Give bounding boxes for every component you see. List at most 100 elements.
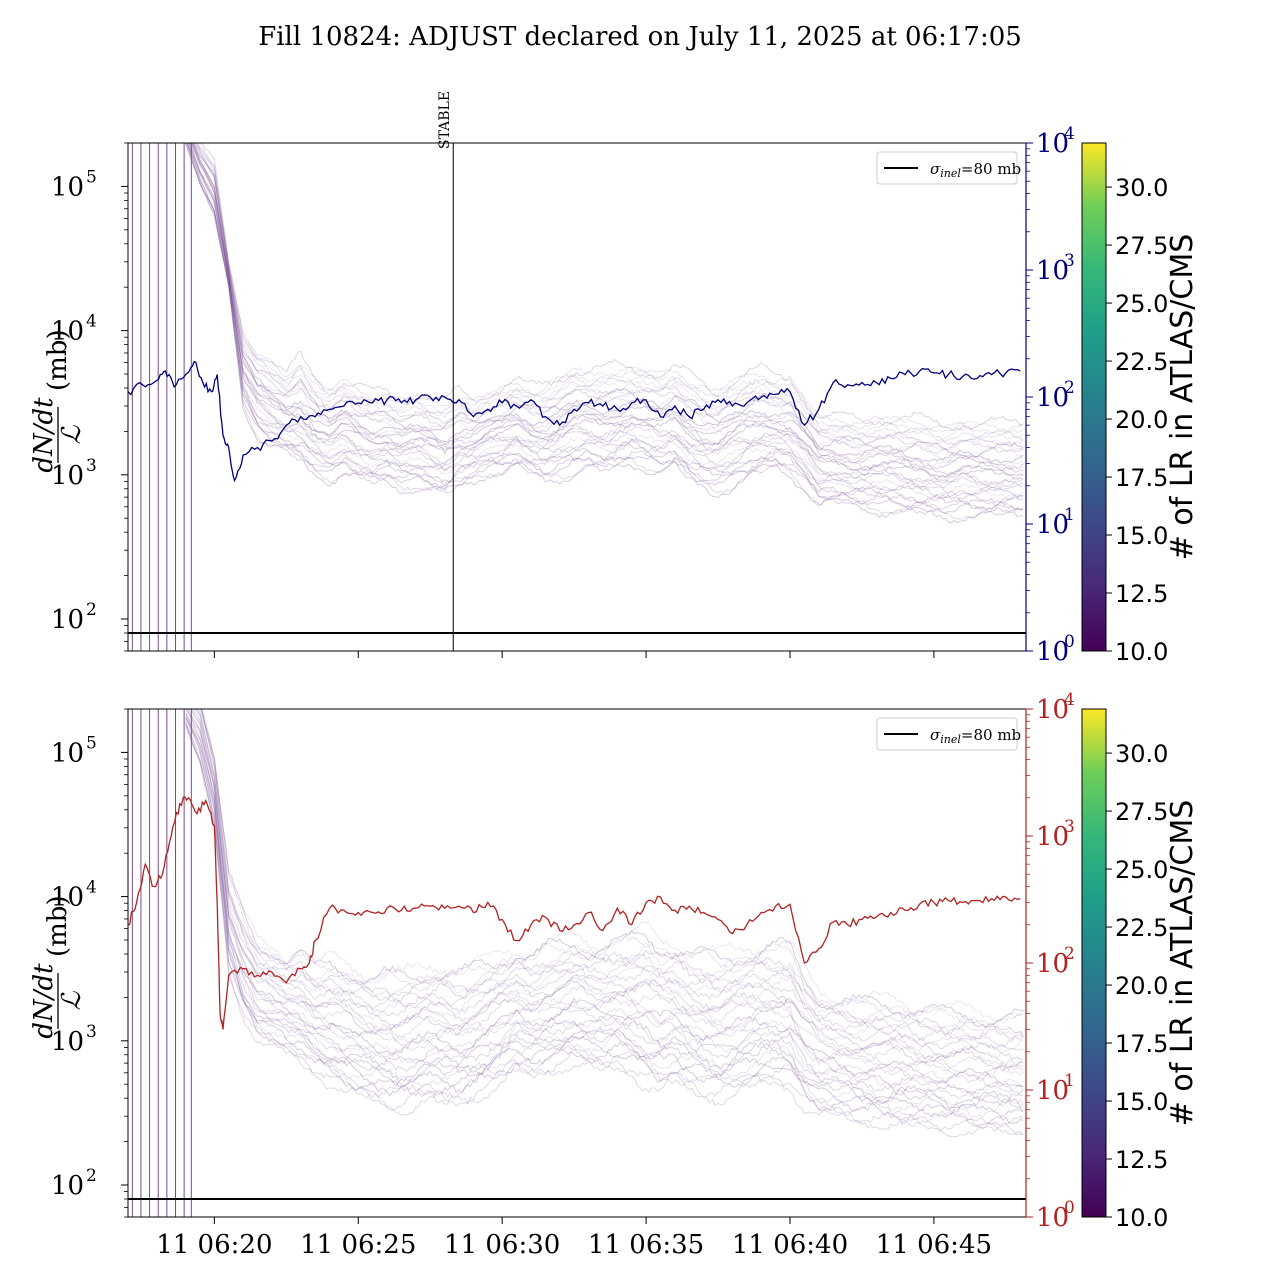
colorbar-tick-label: 27.5 [1115, 798, 1168, 826]
legend-label: σinel=80 mb [930, 160, 1021, 180]
lumi-region-trace [185, 717, 1024, 1124]
lumi-region-trace [188, 143, 1024, 499]
y-axis-label: dN/dtℒ (mb) [29, 329, 87, 472]
right-tick-label: 10 [1036, 129, 1069, 159]
right-axis-series [128, 360, 1021, 483]
lumi-region-trace [187, 143, 1024, 497]
right-tick-exponent: 3 [1064, 251, 1075, 271]
x-tick-label: 11 06:20 [156, 1230, 272, 1260]
lumi-region-trace [187, 143, 1024, 504]
axes-frame [127, 708, 1027, 1218]
lumi-region-trace [195, 143, 1024, 447]
lumi-region-trace [200, 143, 1024, 431]
right-tick-exponent: 4 [1064, 124, 1075, 144]
legend-label: σinel=80 mb [930, 726, 1021, 746]
x-tick-label: 11 06:25 [300, 1230, 416, 1260]
right-tick-exponent: 2 [1064, 944, 1075, 964]
lumi-region-trace [192, 143, 1024, 469]
lumi-region-trace [185, 143, 1024, 520]
lumi-region-trace [185, 726, 1024, 1138]
colorbar-tick-label: 25.0 [1115, 290, 1168, 318]
colorbar-tick-label: 12.5 [1115, 580, 1168, 608]
y-label-numerator: dN/dt [29, 963, 59, 1039]
y-tick-exponent: 3 [86, 1022, 97, 1042]
lumi-region-trace [190, 709, 1024, 1076]
lumi-region-trace [197, 709, 1024, 1051]
plot-area [128, 143, 1026, 651]
x-tick-label: 11 06:45 [876, 1230, 992, 1260]
y-tick-exponent: 5 [86, 733, 97, 753]
lumi-region-trace [200, 709, 1024, 1029]
lumi-region-trace [200, 709, 1024, 1032]
colorbar-tick-label: 10.0 [1115, 1204, 1168, 1232]
y-tick-exponent: 5 [86, 167, 97, 187]
right-tick-label: 10 [1036, 695, 1069, 725]
lumi-region-trace [192, 709, 1024, 1068]
right-tick-label: 10 [1036, 256, 1069, 286]
lumi-region-trace [185, 724, 1024, 1127]
lumi-region-trace [186, 143, 1024, 515]
colorbar-label: # of LR in ATLAS/CMS [1165, 800, 1200, 1127]
lumi-region-trace [192, 143, 1024, 464]
lumi-region-trace [185, 721, 1024, 1136]
lumi-region-trace [186, 143, 1024, 510]
bottom-colorbar: 10.0 12.5 15.0 17.5 20.0 22.5 25.0 27.5 30.0 # of… [1081, 708, 1200, 1232]
legend-box [876, 717, 1018, 751]
colorbar-tick-label: 30.0 [1115, 174, 1168, 202]
lumi-region-trace [197, 143, 1024, 442]
lumi-region-trace [185, 709, 1024, 1084]
legend-box [876, 151, 1018, 185]
colorbar-gradient [1081, 708, 1107, 1218]
colorbar-tick-label: 27.5 [1115, 232, 1168, 260]
lumi-region-trace [194, 143, 1024, 455]
right-tick-label: 10 [1036, 383, 1069, 413]
right-axis-series [128, 796, 1021, 1030]
colorbar-tick-label: 17.5 [1115, 464, 1168, 492]
y-tick-label: 10 [51, 605, 84, 635]
lumi-region-trace [190, 709, 1024, 1073]
lumi-region-trace [185, 716, 1024, 1108]
lumi-region-trace [200, 709, 1024, 1042]
y-tick-label: 10 [51, 317, 84, 347]
colorbar-tick-label: 30.0 [1115, 740, 1168, 768]
y-label-denominator: ℒ [57, 424, 87, 444]
y-tick-exponent: 3 [86, 456, 97, 476]
lumi-region-trace [188, 143, 1024, 492]
stable-marker-label: STABLE [437, 91, 453, 149]
right-tick-label: 10 [1036, 510, 1069, 540]
x-tick-label: 11 06:40 [732, 1230, 848, 1260]
lumi-region-trace [189, 143, 1024, 489]
y-tick-label: 10 [51, 738, 84, 768]
colorbar-tick-label: 10.0 [1115, 638, 1168, 666]
legend: σinel=80 mb [876, 151, 1021, 185]
right-tick-exponent: 0 [1064, 632, 1075, 652]
colorbar-tick-label: 25.0 [1115, 856, 1168, 884]
colorbar-tick-label: 15.0 [1115, 1088, 1168, 1116]
y-label-unit: (mb) [43, 329, 73, 391]
y-axis-label: dN/dtℒ (mb) [29, 895, 87, 1038]
right-tick-exponent: 2 [1064, 378, 1075, 398]
lumi-region-trace [196, 143, 1024, 439]
colorbar-gradient [1081, 142, 1107, 652]
y-tick-label: 10 [51, 461, 84, 491]
lumi-region-trace [191, 143, 1024, 472]
right-tick-label: 10 [1036, 822, 1069, 852]
x-tick-label: 11 06:35 [588, 1230, 704, 1260]
x-tick-label: 11 06:30 [444, 1230, 560, 1260]
lumi-region-trace [202, 709, 1024, 1024]
lumi-region-trace [191, 143, 1024, 477]
lumi-region-trace [186, 143, 1024, 516]
lumi-region-trace [194, 709, 1024, 1049]
y-tick-label: 10 [51, 1171, 84, 1201]
colorbar-label: # of LR in ATLAS/CMS [1165, 234, 1200, 561]
lumi-region-trace [190, 143, 1024, 483]
colorbar-tick-label: 17.5 [1115, 1030, 1168, 1058]
lumi-region-trace [185, 713, 1024, 1099]
lumi-region-trace [194, 709, 1024, 1061]
lumi-region-trace [195, 143, 1024, 451]
lumi-region-trace [185, 722, 1024, 1133]
y-tick-exponent: 2 [86, 1166, 97, 1186]
